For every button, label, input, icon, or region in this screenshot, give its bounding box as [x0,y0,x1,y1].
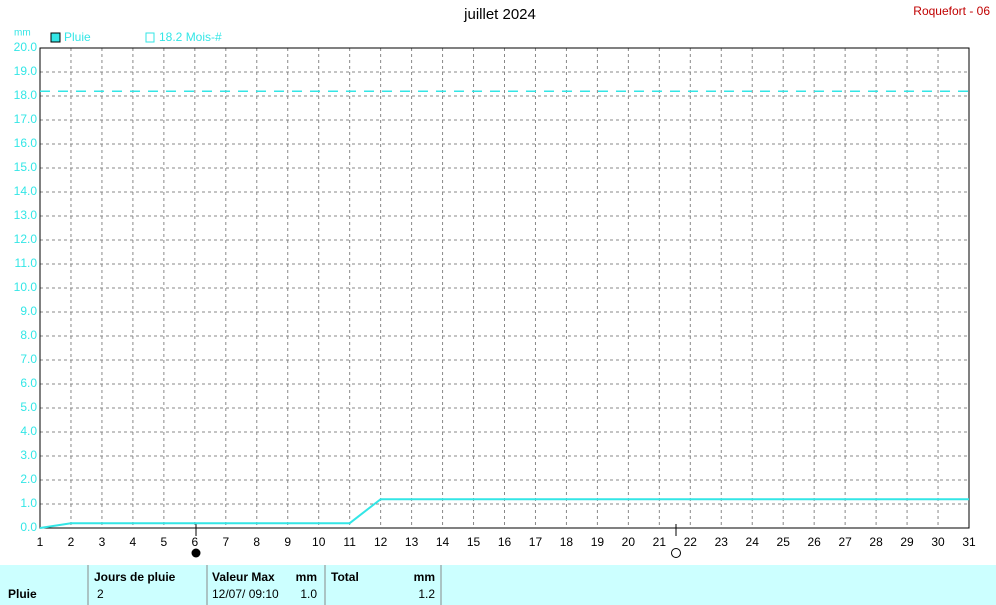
x-tick-label: 14 [436,535,450,549]
x-tick-label: 1 [37,535,44,549]
table-header: mm [296,570,317,584]
x-tick-label: 15 [467,535,481,549]
x-tick-label: 28 [869,535,883,549]
table-header: Valeur Max [212,570,275,584]
y-tick-label: 16.0 [14,136,38,150]
new-moon [191,548,201,558]
plot-frame [39,47,970,529]
y-tick-label: 11.0 [15,256,38,270]
legend-label: 18.2 Mois-# [159,30,222,44]
x-tick-label: 31 [962,535,976,549]
table-cell: 12/07/ 09:10 [212,587,279,601]
y-tick-label: 15.0 [14,160,38,174]
x-tick-label: 6 [191,535,198,549]
y-tick-label: 9.0 [20,304,37,318]
x-tick-label: 8 [253,535,260,549]
table-dividers [87,565,442,605]
y-tick-label: 7.0 [20,352,37,366]
table-header: Total [331,570,359,584]
table-cell: 1.2 [418,587,435,601]
x-tick-label: 9 [284,535,291,549]
y-tick-label: 20.0 [14,40,38,54]
table-cell: 1.0 [300,587,317,601]
table-cell: 2 [97,587,104,601]
station: Roquefort - 06 [913,4,990,18]
legend-swatch [145,32,155,43]
y-tick-label: 3.0 [20,448,37,462]
y-tick-label: 13.0 [14,208,38,222]
y-tick-label: 2.0 [20,472,37,486]
x-tick-label: 20 [622,535,636,549]
x-tick-label: 5 [161,535,168,549]
legend-label: Pluie [64,30,91,44]
y-tick-label: 5.0 [20,400,37,414]
x-tick-label: 3 [99,535,106,549]
x-tick-label: 2 [68,535,75,549]
chart-title: juillet 2024 [463,6,536,23]
x-tick-label: 10 [312,535,326,549]
table-background [0,565,996,605]
x-tick-label: 25 [777,535,791,549]
y-tick-label: 10.0 [14,280,38,294]
y-tick-label: 1.0 [20,496,37,510]
y-tick-label: 8.0 [20,328,37,342]
x-tick-label: 21 [653,535,667,549]
full-moon [671,548,681,558]
x-tick-label: 27 [838,535,852,549]
x-tick-label: 11 [343,535,356,549]
legend-swatch [50,32,61,43]
x-tick-label: 18 [560,535,574,549]
table-header: Jours de pluie [94,570,176,584]
y-tick-label: 6.0 [20,376,37,390]
y-tick-label: 18.0 [14,88,38,102]
x-tick-label: 24 [746,535,760,549]
x-tick-label: 23 [715,535,729,549]
table-row-label: Pluie [8,587,37,601]
y-tick-label: 19.0 [14,64,38,78]
y-tick-label: 12.0 [14,232,38,246]
x-tick-label: 16 [498,535,512,549]
x-tick-label: 12 [374,535,388,549]
x-tick-label: 13 [405,535,419,549]
x-tick-label: 7 [222,535,229,549]
y-tick-label: 0.0 [20,520,37,534]
x-tick-label: 4 [130,535,137,549]
x-tick-label: 30 [931,535,945,549]
x-tick-label: 19 [591,535,605,549]
series-line [39,498,969,529]
x-tick-label: 22 [684,535,698,549]
y-tick-label: 14.0 [14,184,38,198]
x-tick-label: 26 [807,535,821,549]
x-tick-label: 29 [900,535,914,549]
y-axis-label: mm [14,28,31,39]
y-tick-label: 4.0 [20,424,37,438]
y-tick-label: 17.0 [14,112,38,126]
x-tick-label: 17 [529,535,543,549]
table-header: mm [414,570,435,584]
